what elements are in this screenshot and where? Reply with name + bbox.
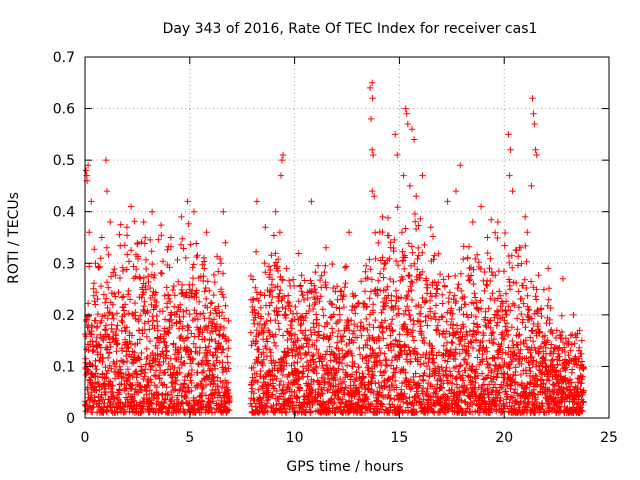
y-tick-label: 0.7 <box>53 50 75 66</box>
y-tick-label: 0.2 <box>53 308 75 324</box>
x-tick-label: 10 <box>286 430 304 446</box>
x-tick-label: 15 <box>390 430 408 446</box>
x-tick-label: 5 <box>185 430 194 446</box>
y-tick-label: 0.1 <box>53 359 75 375</box>
x-axis-label: GPS time / hours <box>286 459 403 475</box>
y-tick-label: 0.3 <box>53 256 75 272</box>
y-axis-label: ROTI / TECUs <box>6 192 22 284</box>
axis-tick-labels: 0 5 10 15 20 25 0 0.1 0.2 0.3 0.4 0.5 0.6 0.7 <box>53 50 618 446</box>
y-tick-label: 0.5 <box>53 153 75 169</box>
chart-title: Day 343 of 2016, Rate Of TEC Index for r… <box>163 21 538 37</box>
x-tick-label: 20 <box>495 430 513 446</box>
plot-frame <box>84 56 610 419</box>
x-tick-label: 25 <box>600 430 618 446</box>
x-tick-label: 0 <box>81 430 90 446</box>
y-tick-label: 0.6 <box>53 102 75 118</box>
y-tick-label: 0 <box>66 411 75 427</box>
axis-ticks <box>84 56 610 419</box>
y-tick-label: 0.4 <box>53 205 75 221</box>
